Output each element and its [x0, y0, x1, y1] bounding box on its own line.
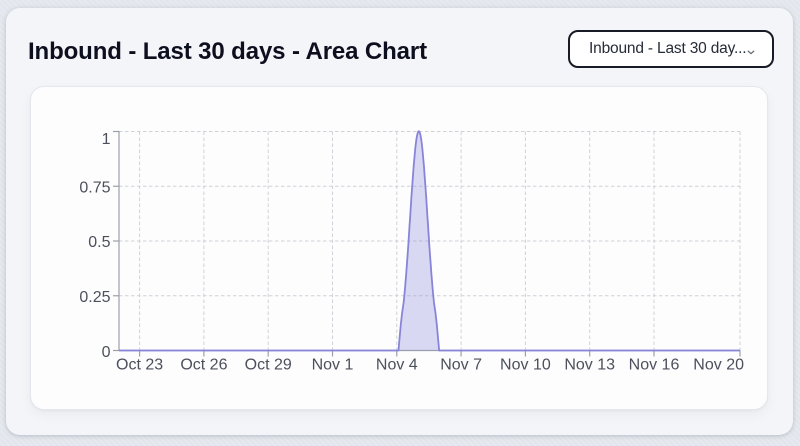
svg-text:0.75: 0.75	[79, 180, 110, 197]
svg-text:0.5: 0.5	[88, 234, 110, 251]
svg-text:Nov 1: Nov 1	[312, 357, 354, 374]
svg-text:0: 0	[102, 344, 111, 361]
svg-text:Nov 7: Nov 7	[440, 357, 482, 374]
svg-text:Nov 16: Nov 16	[629, 357, 680, 374]
svg-text:Oct 23: Oct 23	[116, 357, 163, 374]
svg-text:Nov 13: Nov 13	[564, 357, 615, 374]
svg-text:0.25: 0.25	[79, 289, 110, 306]
svg-text:Oct 29: Oct 29	[245, 357, 292, 374]
svg-text:Nov 20: Nov 20	[693, 357, 744, 374]
svg-text:Nov 4: Nov 4	[376, 357, 418, 374]
svg-text:1: 1	[102, 131, 111, 148]
svg-text:Oct 26: Oct 26	[180, 357, 227, 374]
svg-text:Nov 10: Nov 10	[500, 357, 551, 374]
